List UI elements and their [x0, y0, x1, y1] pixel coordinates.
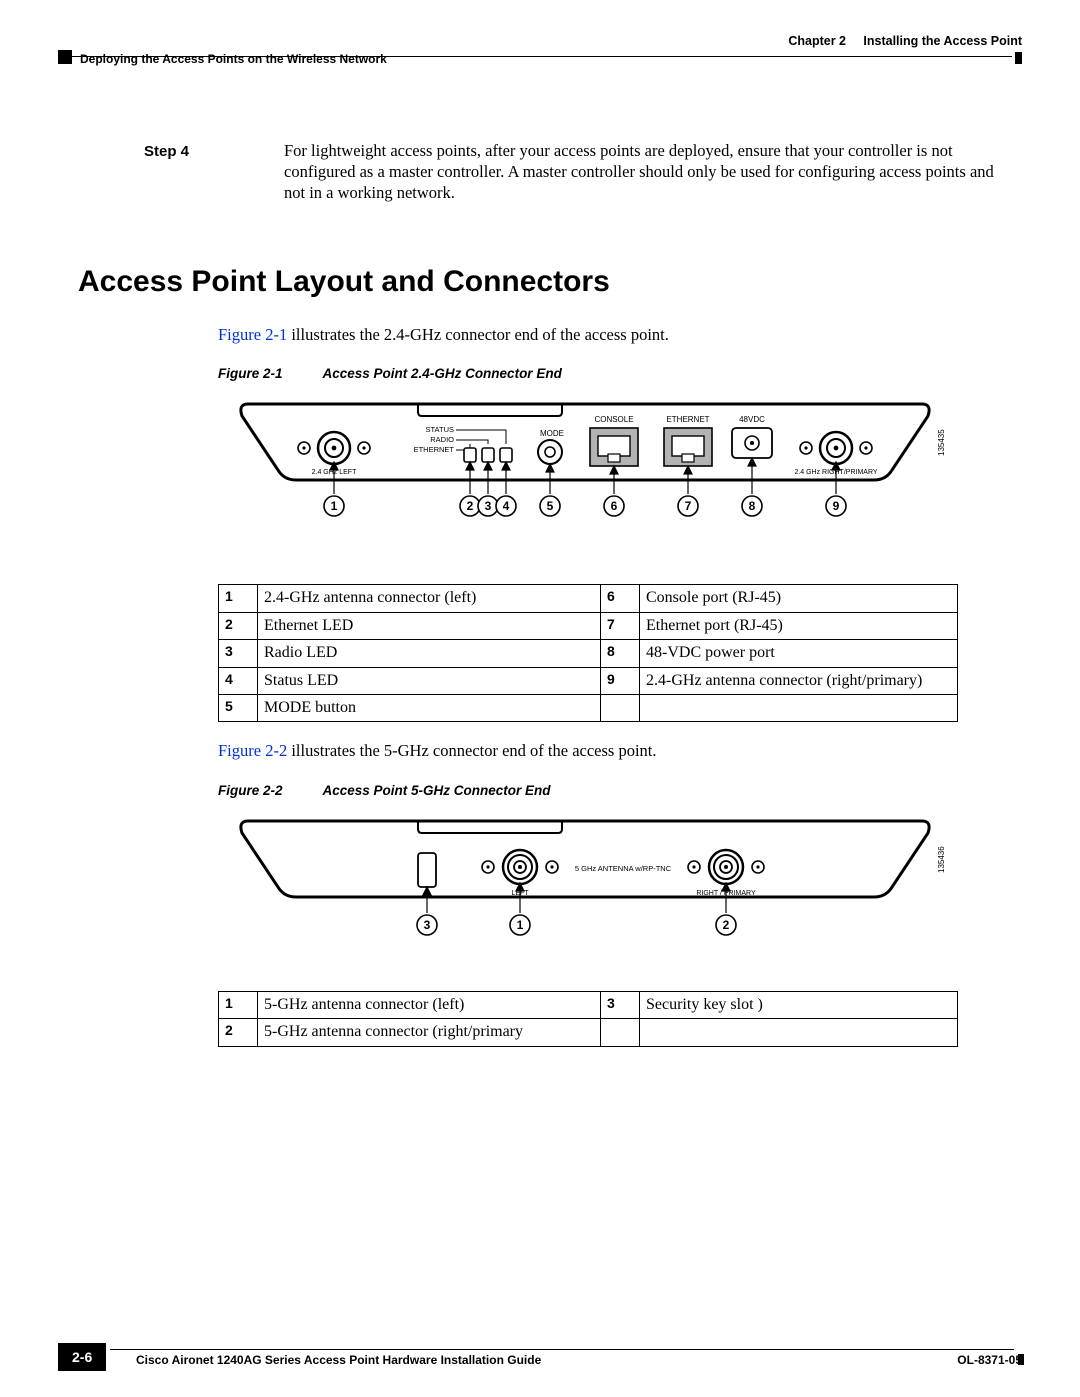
step-row: Step 4 For lightweight access points, af…: [78, 140, 1002, 203]
chapter-title: Installing the Access Point: [863, 34, 1022, 48]
svg-text:RADIO: RADIO: [430, 435, 454, 444]
table-row: 2Ethernet LED7Ethernet port (RJ-45): [219, 612, 958, 639]
svg-text:STATUS: STATUS: [426, 425, 454, 434]
step-text: For lightweight access points, after you…: [284, 140, 1002, 203]
figure-2-2-diagram: LEFT RIGHT / PRIMARY 5 GHz ANTENNA w/RP-…: [218, 813, 1002, 973]
table-row: 15-GHz antenna connector (left)3Security…: [219, 991, 958, 1018]
svg-text:135436: 135436: [937, 846, 946, 873]
table-row: 12.4-GHz antenna connector (left)6Consol…: [219, 585, 958, 612]
fig2-ref-link[interactable]: Figure 2-2: [218, 741, 287, 760]
svg-text:5: 5: [547, 499, 554, 513]
table-row: 4Status LED92.4-GHz antenna connector (r…: [219, 667, 958, 694]
step-label: Step 4: [78, 140, 284, 203]
svg-text:ETHERNET: ETHERNET: [414, 445, 455, 454]
fig2-caption: Figure 2-2 Access Point 5-GHz Connector E…: [218, 782, 1002, 799]
table-row: 25-GHz antenna connector (right/primary: [219, 1019, 958, 1046]
table-row: 5MODE button: [219, 694, 958, 721]
fig1-title: Access Point 2.4-GHz Connector End: [323, 366, 562, 381]
svg-text:2: 2: [467, 499, 474, 513]
svg-text:3: 3: [485, 499, 492, 513]
running-header: Chapter 2 Installing the Access Point De…: [58, 34, 1022, 80]
fig1-number: Figure 2-1: [218, 366, 283, 381]
svg-text:1: 1: [517, 918, 524, 932]
header-end-tick: [1015, 52, 1022, 64]
svg-text:6: 6: [611, 499, 618, 513]
footer-doc-number: OL-8371-05: [957, 1353, 1022, 1367]
svg-text:8: 8: [749, 499, 756, 513]
svg-text:2: 2: [723, 918, 730, 932]
svg-text:3: 3: [424, 918, 431, 932]
fig1-caption: Figure 2-1 Access Point 2.4-GHz Connector…: [218, 365, 1002, 382]
svg-text:9: 9: [833, 499, 840, 513]
table-2-2: 15-GHz antenna connector (left)3Security…: [218, 991, 958, 1047]
svg-text:CONSOLE: CONSOLE: [594, 415, 633, 424]
svg-text:MODE: MODE: [540, 429, 564, 438]
fig1-ref-link[interactable]: Figure 2-1: [218, 325, 287, 344]
svg-text:48VDC: 48VDC: [739, 415, 765, 424]
header-chapter: Chapter 2 Installing the Access Point: [788, 34, 1022, 48]
fig2-intro-tail: illustrates the 5-GHz connector end of t…: [287, 741, 656, 760]
svg-text:5 GHz ANTENNA w/RP-TNC: 5 GHz ANTENNA w/RP-TNC: [575, 864, 672, 873]
svg-text:4: 4: [503, 499, 510, 513]
table-row: 3Radio LED848-VDC power port: [219, 640, 958, 667]
fig1-intro-tail: illustrates the 2.4-GHz connector end of…: [287, 325, 669, 344]
footer-tick-icon: [1018, 1354, 1024, 1365]
figure-2-1-diagram: 2.4 GHz LEFT 2.4 GHz RIGHT/PRIMARY STATU…: [218, 396, 1002, 566]
svg-text:135435: 135435: [937, 429, 946, 456]
fig2-title: Access Point 5-GHz Connector End: [323, 783, 551, 798]
section-heading: Access Point Layout and Connectors: [78, 263, 1002, 301]
footer-page-number: 2-6: [58, 1343, 106, 1371]
chapter-label: Chapter 2: [788, 34, 846, 48]
fig1-intro: Figure 2-1 illustrates the 2.4-GHz conne…: [218, 324, 1002, 345]
svg-text:7: 7: [685, 499, 692, 513]
fig2-intro: Figure 2-2 illustrates the 5-GHz connect…: [218, 740, 1002, 761]
header-block-icon: [58, 50, 72, 64]
footer-book-title: Cisco Aironet 1240AG Series Access Point…: [136, 1353, 1022, 1367]
header-section: Deploying the Access Points on the Wirel…: [80, 52, 387, 66]
svg-text:ETHERNET: ETHERNET: [666, 415, 709, 424]
footer-rule: [110, 1349, 1014, 1350]
fig2-number: Figure 2-2: [218, 783, 283, 798]
table-2-1: 12.4-GHz antenna connector (left)6Consol…: [218, 584, 958, 722]
svg-text:1: 1: [331, 499, 338, 513]
page-footer: Cisco Aironet 1240AG Series Access Point…: [58, 1349, 1022, 1367]
